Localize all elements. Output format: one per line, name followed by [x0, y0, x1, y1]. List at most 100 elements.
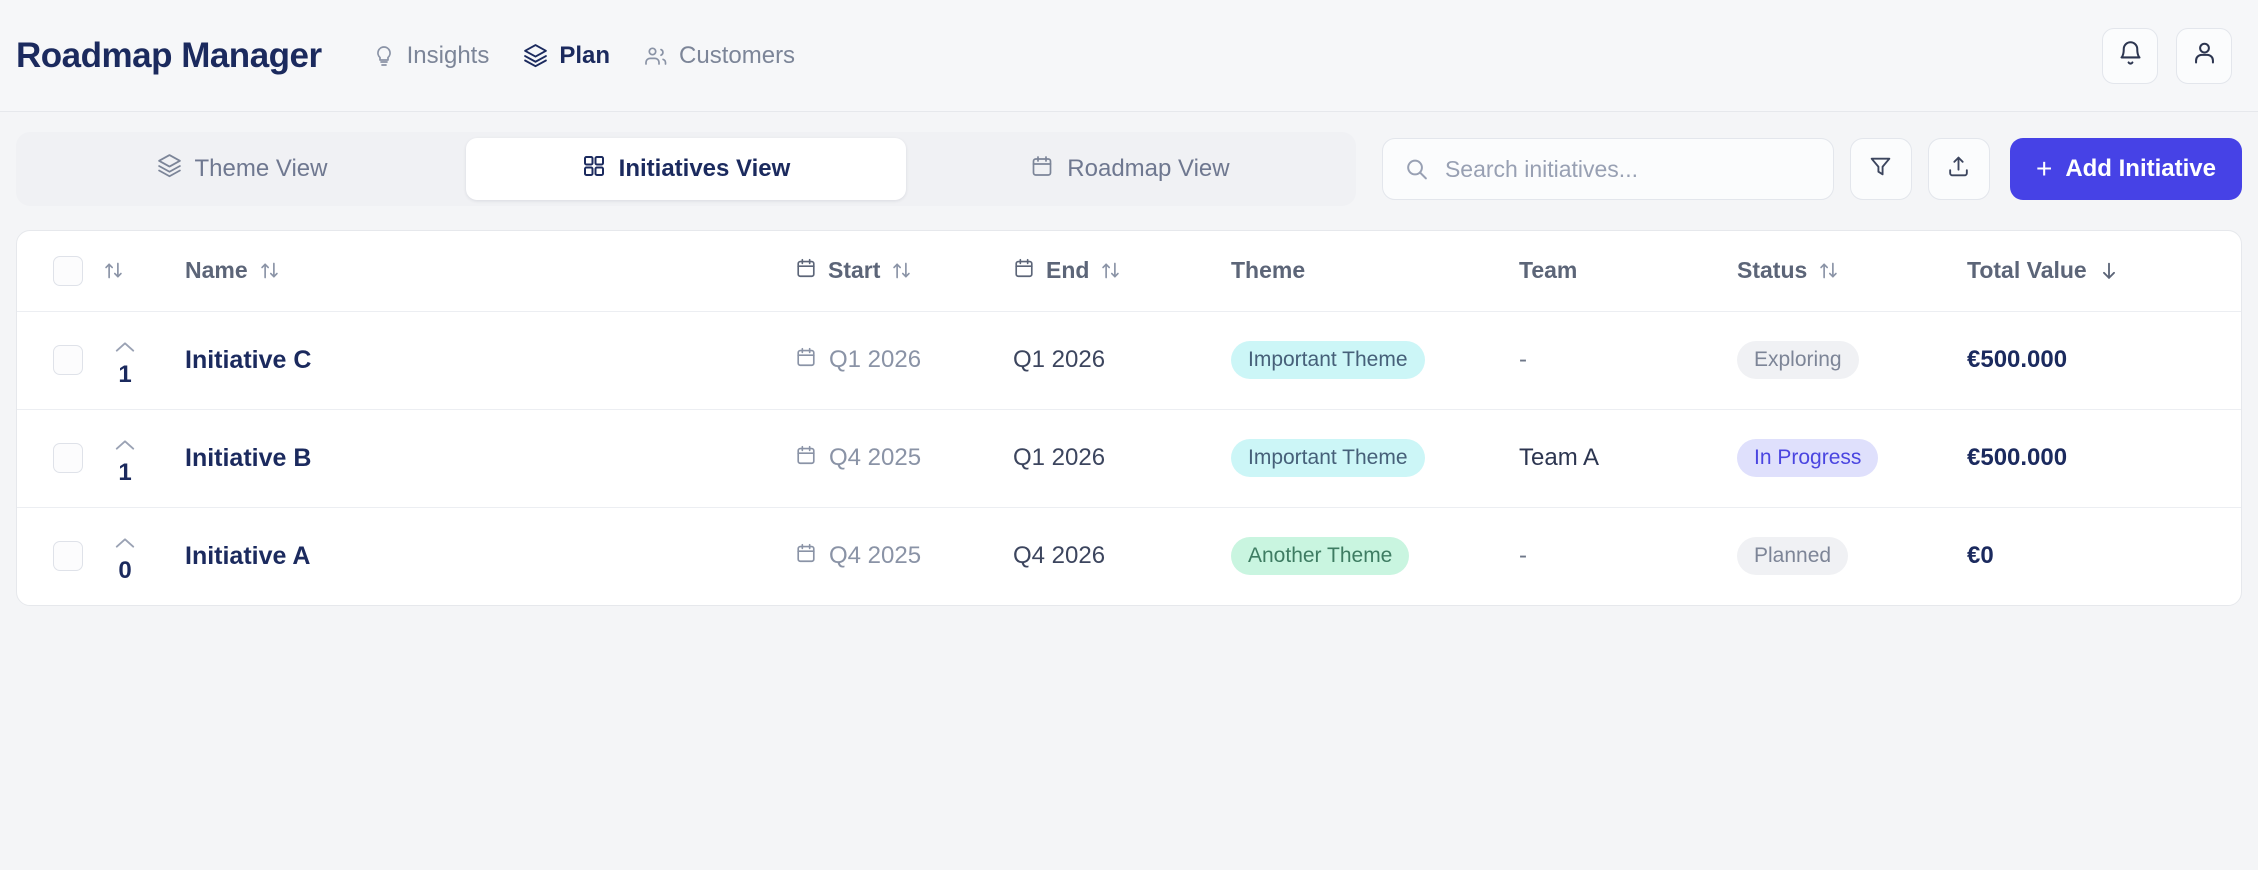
sort-icon[interactable]: [1818, 260, 1839, 281]
calendar-icon: [795, 346, 817, 375]
col-votes[interactable]: [103, 231, 185, 312]
add-initiative-label: Add Initiative: [2065, 155, 2216, 182]
filter-button[interactable]: [1849, 138, 1912, 200]
nav-item-insights[interactable]: Insights: [372, 41, 490, 70]
app-header: Roadmap Manager Insights Plan: [0, 0, 2258, 112]
view-tab-group: Theme View Initiatives View Roadmap: [16, 132, 1356, 206]
add-initiative-button[interactable]: + Add Initiative: [2009, 138, 2242, 200]
theme-badge: Another Theme: [1231, 537, 1410, 576]
sort-icon[interactable]: [103, 260, 124, 281]
notifications-button[interactable]: [2102, 27, 2158, 84]
end-date: Q4 2026: [1013, 542, 1106, 570]
table-header: Name: [17, 231, 2241, 312]
initiative-name[interactable]: Initiative A: [185, 541, 311, 570]
row-checkbox[interactable]: [53, 443, 83, 473]
end-date: Q1 2026: [1013, 444, 1106, 471]
start-date: Q4 2025: [829, 542, 922, 570]
row-theme-cell: Important Theme: [1231, 311, 1519, 410]
row-start-cell: Q4 2025: [795, 409, 1013, 508]
search-input[interactable]: [1381, 138, 1834, 200]
tab-label: Initiatives View: [618, 155, 791, 182]
row-votes-cell: 0: [103, 507, 185, 605]
col-team: Team: [1519, 231, 1737, 312]
col-end[interactable]: End: [1013, 231, 1231, 312]
layers-icon: [157, 153, 182, 185]
nav-item-plan[interactable]: Plan: [523, 42, 610, 70]
chevron-up-icon[interactable]: [114, 529, 136, 557]
app-title: Roadmap Manager: [16, 35, 322, 75]
calendar-icon: [1013, 257, 1035, 285]
start-date: Q4 2025: [829, 444, 922, 471]
row-end-cell: Q1 2026: [1013, 409, 1231, 508]
row-votes-cell: 1: [103, 311, 185, 410]
col-theme: Theme: [1231, 231, 1519, 312]
col-status-label: Status: [1737, 257, 1808, 284]
calendar-icon: [1030, 154, 1054, 185]
col-status[interactable]: Status: [1737, 231, 1967, 312]
col-team-label: Team: [1519, 257, 1578, 284]
lightbulb-icon: [372, 44, 396, 68]
sort-desc-icon[interactable]: [2098, 260, 2120, 282]
upvote-control[interactable]: 1: [103, 333, 147, 387]
row-team-cell: Team A: [1519, 409, 1737, 508]
initiative-name[interactable]: Initiative B: [185, 443, 312, 472]
table-row[interactable]: 0 Initiative A Q4 2025: [17, 507, 2241, 605]
col-name-label: Name: [185, 257, 248, 284]
theme-badge: Important Theme: [1231, 438, 1425, 478]
export-button[interactable]: [1927, 138, 1990, 200]
header-actions: [2102, 27, 2232, 84]
col-total-value-label: Total Value: [1967, 257, 2087, 284]
col-total-value[interactable]: Total Value: [1967, 231, 2241, 312]
row-status-cell: In Progress: [1737, 409, 1967, 508]
row-theme-cell: Another Theme: [1231, 507, 1519, 605]
sort-icon[interactable]: [259, 260, 280, 281]
nav-item-label: Plan: [559, 41, 611, 69]
upvote-control[interactable]: 1: [103, 431, 147, 485]
vote-count: 0: [118, 557, 132, 585]
table-body: 1 Initiative C Q1 2026: [17, 311, 2241, 605]
row-end-cell: Q1 2026: [1013, 311, 1231, 410]
calendar-icon: [795, 444, 817, 473]
tab-roadmap-view[interactable]: Roadmap View: [910, 138, 1350, 200]
plus-icon: +: [2035, 153, 2053, 184]
main-nav: Insights Plan Customers: [372, 42, 2102, 70]
total-value: €500.000: [1967, 346, 2068, 373]
row-status-cell: Planned: [1737, 507, 1967, 605]
row-status-cell: Exploring: [1737, 311, 1967, 410]
status-badge: In Progress: [1737, 438, 1879, 478]
select-all-checkbox[interactable]: [53, 255, 83, 286]
row-team-cell: -: [1519, 311, 1737, 410]
nav-item-customers[interactable]: Customers: [644, 42, 795, 70]
col-name[interactable]: Name: [185, 231, 795, 312]
nav-item-label: Customers: [679, 41, 796, 69]
row-checkbox[interactable]: [53, 345, 83, 375]
tab-initiatives-view[interactable]: Initiatives View: [465, 138, 906, 200]
upvote-control[interactable]: 0: [103, 529, 147, 583]
col-theme-label: Theme: [1231, 257, 1306, 284]
search-container: [1381, 138, 1834, 200]
filter-icon: [1868, 154, 1893, 184]
col-select-all: [17, 231, 103, 312]
table-row[interactable]: 1 Initiative C Q1 2026: [17, 311, 2241, 410]
account-button[interactable]: [2176, 27, 2232, 84]
nav-item-label: Insights: [406, 41, 490, 69]
calendar-icon: [795, 257, 817, 285]
sort-icon[interactable]: [891, 260, 912, 281]
toolbar: Theme View Initiatives View Roadmap: [0, 112, 2258, 206]
row-value-cell: €500.000: [1967, 311, 2241, 410]
row-checkbox[interactable]: [53, 541, 83, 572]
chevron-up-icon[interactable]: [114, 431, 136, 459]
chevron-up-icon[interactable]: [114, 333, 136, 361]
table-header-row: Name: [17, 231, 2241, 312]
end-date: Q1 2026: [1013, 346, 1106, 373]
table-row[interactable]: 1 Initiative B Q4 2025: [17, 409, 2241, 508]
col-end-label: End: [1046, 257, 1090, 284]
theme-badge: Important Theme: [1231, 340, 1425, 380]
tab-theme-view[interactable]: Theme View: [22, 138, 462, 200]
col-start[interactable]: Start: [795, 231, 1013, 312]
sort-icon[interactable]: [1100, 260, 1121, 281]
initiative-name[interactable]: Initiative C: [185, 345, 312, 374]
row-select-cell: [17, 409, 103, 508]
row-team-cell: -: [1519, 507, 1737, 605]
col-start-label: Start: [828, 257, 881, 284]
